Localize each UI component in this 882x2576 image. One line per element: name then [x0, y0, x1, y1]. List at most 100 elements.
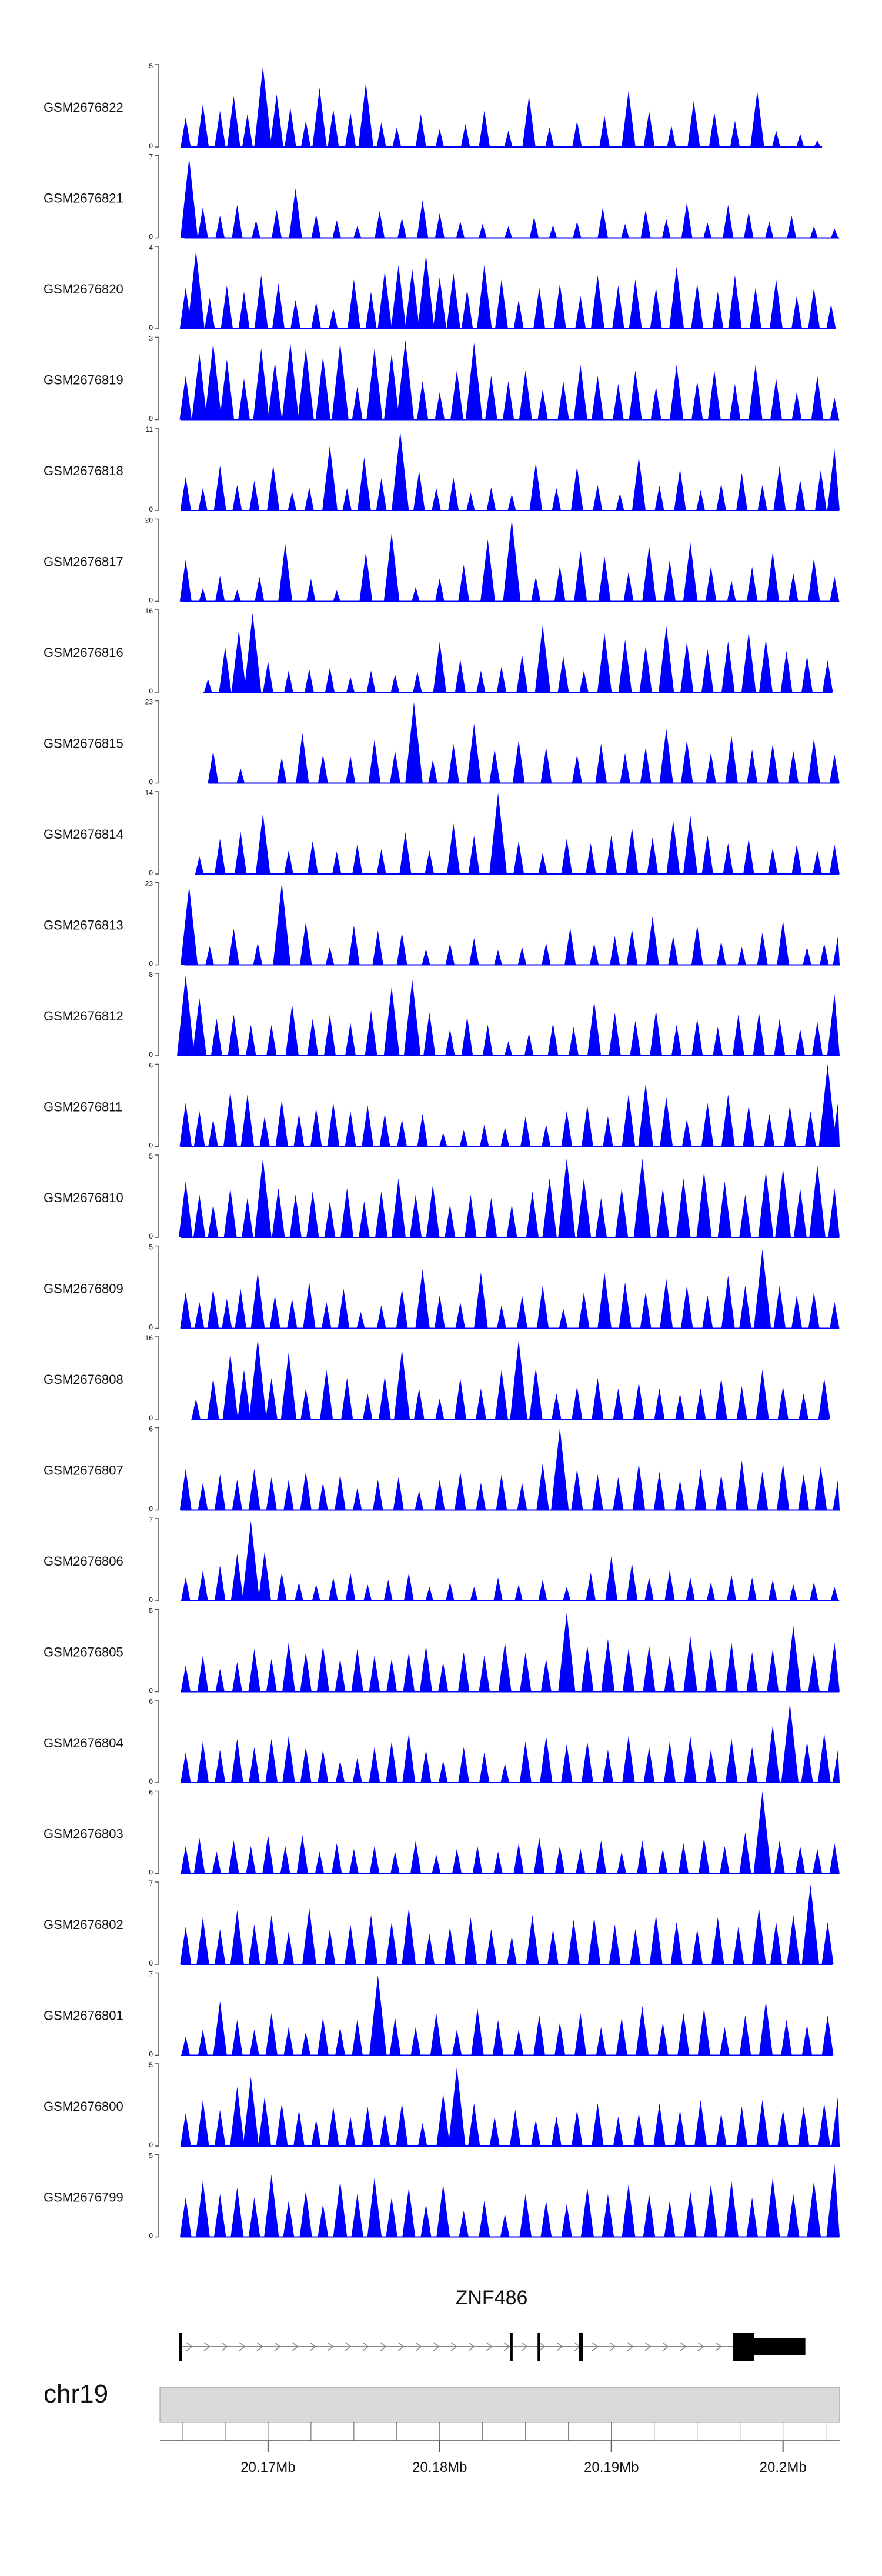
coverage-peak [317, 2017, 329, 2056]
coverage-peak [704, 1649, 717, 1692]
coverage-peak [516, 1295, 527, 1329]
coverage-peak [214, 1474, 226, 1510]
coverage-peak [510, 1340, 527, 1419]
coverage-peak [573, 365, 587, 420]
coverage-peak [230, 2187, 244, 2237]
coverage-peak [432, 1854, 441, 1874]
coverage-peak [238, 1370, 251, 1419]
coverage-peak [629, 279, 642, 329]
coverage-peak [807, 738, 820, 783]
coverage-peak [609, 1924, 621, 1964]
coverage-peak [195, 856, 204, 874]
coverage-peak [275, 1100, 288, 1147]
coverage-peak [445, 943, 455, 965]
chromosome-band [159, 2387, 840, 2423]
coverage-peak [678, 1843, 689, 1874]
coverage-peak [469, 937, 479, 965]
coverage-peak [803, 947, 811, 965]
coverage-peak [249, 1747, 260, 1783]
coverage-peak [522, 96, 536, 147]
coverage-peak [664, 560, 676, 602]
track-ymax-label: 16 [145, 1334, 153, 1342]
coverage-peak [791, 392, 802, 420]
track-ymax-label: 6 [149, 1425, 153, 1433]
track-ymax-label: 5 [149, 1243, 153, 1252]
coverage-peak [283, 1480, 294, 1510]
coverage-peak [696, 490, 705, 510]
coverage-peak [551, 2116, 562, 2146]
strand-arrow [503, 2342, 510, 2351]
coverage-peak [781, 2020, 792, 2056]
track-GSM2676815: GSM2676815 23 0 [44, 698, 840, 786]
coverage-peak [215, 1669, 225, 1692]
coverage-peak [757, 485, 767, 510]
coverage-peak [786, 1626, 801, 1692]
track-ymax-label: 5 [149, 2152, 153, 2160]
coverage-peak [372, 930, 383, 965]
coverage-peak [691, 283, 704, 329]
coverage-peak [180, 2113, 191, 2146]
coverage-peak [392, 431, 409, 510]
coverage-peak [461, 289, 473, 329]
coverage-peak [390, 674, 400, 692]
coverage-peak [830, 1302, 840, 1329]
coverage-peak [827, 449, 840, 510]
track-label: GSM2676809 [44, 1282, 123, 1296]
track-label: GSM2676800 [44, 2099, 123, 2114]
coverage-peak [615, 1188, 629, 1237]
coverage-peak [390, 750, 400, 783]
coverage-peak [284, 670, 293, 692]
coverage-peak [420, 1750, 432, 1783]
coverage-peak [736, 1386, 747, 1419]
coverage-peak [288, 492, 297, 510]
coverage-peak [773, 1285, 786, 1329]
coverage-peak [272, 1188, 285, 1237]
coverage-peak [757, 932, 768, 965]
coverage-peak [725, 1642, 739, 1692]
chromosome-label: chr19 [44, 2380, 108, 2408]
coverage-peak [415, 1490, 424, 1510]
coverage-peak [542, 943, 551, 965]
coverage-peak [653, 2103, 666, 2146]
coverage-peak [687, 101, 700, 147]
coverage-peak [231, 630, 246, 692]
coverage-peak [660, 1279, 673, 1329]
coverage-peak [659, 626, 674, 692]
coverage-peak [502, 381, 514, 420]
coverage-peak [538, 1580, 547, 1601]
track-GSM2676820: GSM2676820 4 0 [44, 243, 836, 332]
coverage-peak [396, 932, 407, 965]
coverage-peak [795, 1029, 806, 1056]
coverage-peak [318, 1482, 328, 1510]
coverage-peak [345, 1110, 356, 1147]
track-ymin-label: 0 [149, 1323, 153, 1332]
coverage-peak [207, 1289, 219, 1329]
coverage-peak [290, 300, 301, 329]
coverage-peak [746, 2197, 758, 2237]
coverage-peak [728, 275, 742, 329]
track-label: GSM2676820 [44, 282, 123, 296]
coverage-peak [723, 843, 733, 874]
coverage-peak [328, 109, 339, 147]
coverage-peak [809, 1582, 818, 1601]
coverage-peak [814, 1466, 827, 1510]
coverage-peak [712, 292, 724, 329]
coverage-peak [415, 114, 426, 147]
coverage-peak [773, 465, 786, 510]
track-GSM2676819: GSM2676819 3 0 [44, 335, 840, 423]
coverage-peak [403, 979, 421, 1056]
coverage-peak [805, 1110, 816, 1147]
coverage-peak [293, 1113, 305, 1147]
coverage-peak [696, 1172, 712, 1237]
gene-exon [733, 2333, 754, 2361]
track-label: GSM2676821 [44, 191, 123, 206]
coverage-peak [589, 943, 599, 965]
coverage-peak [531, 576, 541, 602]
coverage-peak [789, 1584, 798, 1601]
coverage-peak [448, 2067, 466, 2146]
gene-model [179, 2333, 806, 2361]
coverage-peak [402, 2187, 416, 2237]
coverage-peak [474, 1272, 488, 1329]
coverage-peak [519, 1741, 532, 1783]
